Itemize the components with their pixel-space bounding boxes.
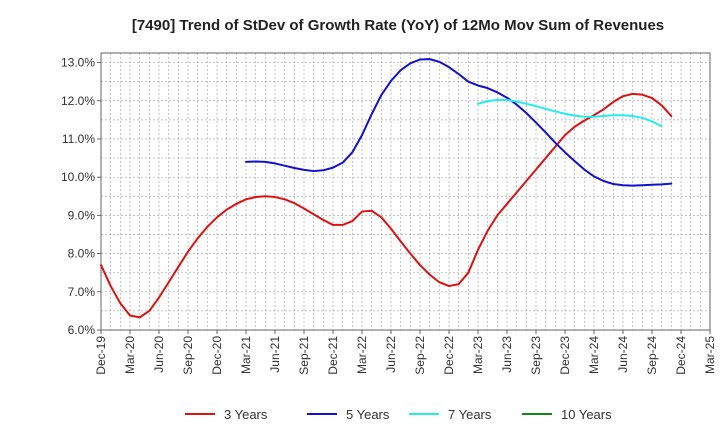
y-tick-label: 7.0% [68, 285, 96, 299]
legend-label-7-years: 7 Years [448, 407, 492, 422]
x-tick-label: Sep-22 [413, 336, 427, 375]
plot-area [100, 52, 711, 331]
x-tick-label: Dec-20 [210, 336, 224, 375]
x-tick-label: Mar-21 [239, 336, 253, 374]
series-line-5-years [245, 58, 673, 187]
x-tick-label: Dec-19 [94, 336, 108, 375]
y-axis: 6.0% 7.0% 8.0% 9.0% 10.0% 11.0% 12.0% 13.0% [61, 56, 101, 337]
x-tick-label: Dec-21 [326, 336, 340, 375]
grid-lines [101, 53, 710, 330]
y-tick-label: 6.0% [68, 323, 96, 337]
y-tick-label: 13.0% [61, 56, 95, 70]
y-tick-label: 12.0% [61, 94, 95, 108]
legend-label-5-years: 5 Years [346, 407, 390, 422]
x-tick-label: Jun-23 [500, 336, 514, 373]
series-line-7-years [477, 98, 663, 128]
series-line-3-years [100, 92, 673, 319]
x-tick-label: Mar-23 [471, 336, 485, 374]
x-tick-label: Mar-20 [123, 336, 137, 374]
chart-title: [7490] Trend of StDev of Growth Rate (Yo… [132, 17, 664, 34]
x-tick-label: Mar-24 [587, 336, 601, 374]
x-tick-label: Jun-21 [268, 336, 282, 373]
x-tick-label: Mar-22 [355, 336, 369, 374]
x-tick-label: Sep-24 [645, 336, 659, 375]
x-tick-label: Sep-23 [529, 336, 543, 375]
x-tick-label: Jun-24 [616, 336, 630, 373]
y-tick-label: 9.0% [68, 208, 96, 222]
x-tick-label: Jun-22 [384, 336, 398, 373]
legend: 3 Years 5 Years 7 Years 10 Years [185, 407, 612, 422]
x-tick-label: Dec-22 [442, 336, 456, 375]
x-tick-label: Dec-23 [558, 336, 572, 375]
series-lines [100, 58, 673, 319]
x-tick-label: Sep-21 [297, 336, 311, 375]
y-tick-label: 11.0% [62, 132, 95, 146]
y-tick-label: 8.0% [68, 247, 96, 261]
legend-label-10-years: 10 Years [561, 407, 612, 422]
legend-label-3-years: 3 Years [224, 407, 268, 422]
x-axis: Dec-19 Mar-20 Jun-20 Sep-20 Dec-20 Mar-21 Jun-… [94, 330, 717, 375]
y-tick-label: 10.0% [61, 170, 95, 184]
x-tick-label: Jun-20 [152, 336, 166, 373]
x-tick-label: Sep-20 [181, 336, 195, 375]
x-tick-label: Dec-24 [674, 336, 688, 375]
x-tick-label: Mar-25 [703, 336, 717, 374]
